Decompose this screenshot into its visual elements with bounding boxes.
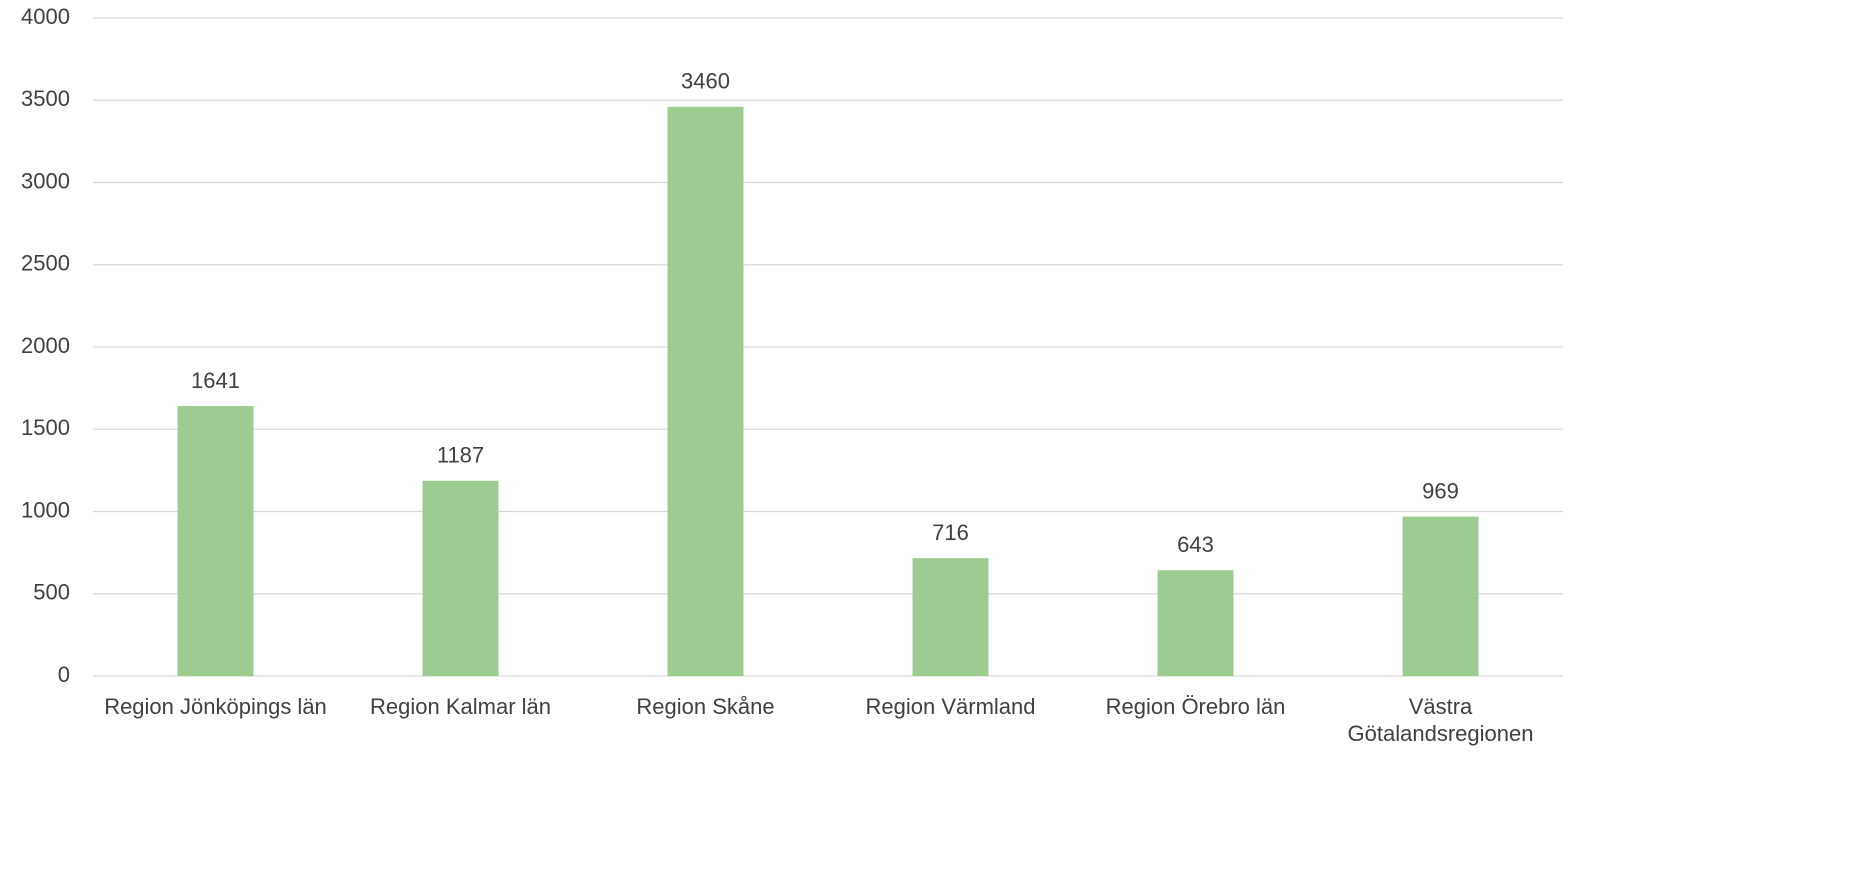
bar (667, 106, 744, 676)
data-label: 3460 (681, 69, 730, 94)
y-tick-label: 2000 (21, 333, 70, 358)
y-tick-label: 2500 (21, 251, 70, 276)
x-tick-label: Region Värmland (866, 694, 1036, 719)
bar (422, 480, 499, 676)
data-label: 1641 (191, 368, 240, 393)
bar (912, 558, 989, 676)
y-tick-label: 1000 (21, 497, 70, 522)
y-tick-label: 4000 (21, 4, 70, 29)
data-label: 643 (1177, 532, 1214, 557)
y-tick-label: 500 (33, 580, 70, 605)
y-tick-label: 0 (58, 662, 70, 687)
y-tick-label: 3000 (21, 168, 70, 193)
bar (1157, 570, 1234, 676)
bar (1402, 516, 1479, 676)
data-label: 1187 (437, 443, 484, 468)
y-tick-label: 1500 (21, 415, 70, 440)
x-tick-label: Region Örebro län (1106, 694, 1286, 719)
x-tick-label: Region Jönköpings län (104, 694, 327, 719)
bar (177, 406, 254, 676)
x-tick-label: Region Kalmar län (370, 694, 551, 719)
data-label: 716 (932, 520, 969, 545)
x-tick-label: Region Skåne (636, 694, 774, 719)
x-tick-label: Västra Götalandsregionen (1348, 694, 1534, 746)
y-tick-label: 3500 (21, 86, 70, 111)
data-label: 969 (1422, 478, 1459, 503)
